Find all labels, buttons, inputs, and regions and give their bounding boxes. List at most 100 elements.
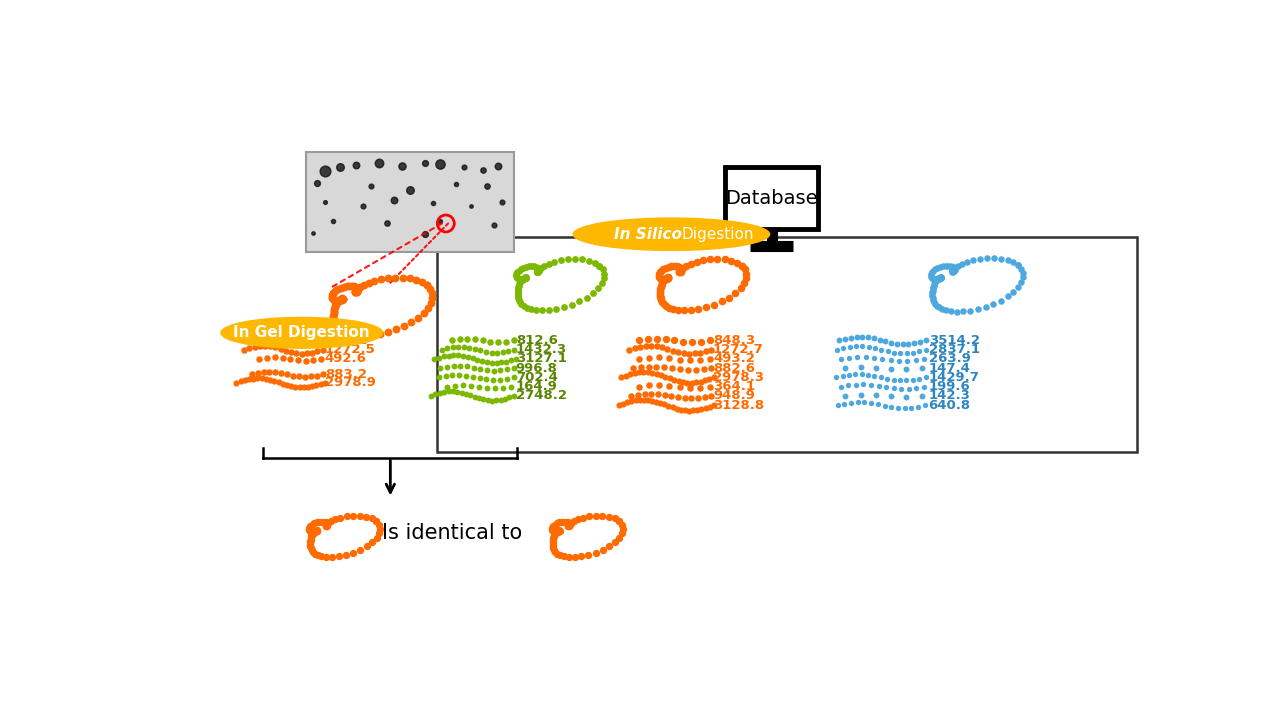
Point: [881, 402, 901, 413]
Point: [694, 364, 714, 375]
Point: [280, 354, 301, 365]
Point: [1007, 259, 1028, 271]
Point: [594, 268, 614, 279]
Point: [349, 544, 370, 556]
Point: [416, 279, 436, 291]
Point: [658, 261, 678, 273]
Point: [659, 380, 680, 392]
Point: [321, 552, 342, 563]
Point: [846, 341, 867, 352]
Point: [704, 372, 724, 383]
Point: [492, 196, 512, 207]
Point: [680, 355, 700, 366]
Point: [650, 369, 671, 381]
Point: [668, 266, 689, 277]
Point: [970, 253, 991, 265]
Point: [668, 304, 689, 315]
Point: [420, 283, 440, 294]
Point: [952, 258, 973, 269]
Point: [851, 369, 872, 380]
Point: [448, 341, 468, 353]
Point: [658, 271, 678, 283]
Point: [507, 289, 527, 300]
Point: [659, 302, 680, 313]
Point: [303, 354, 324, 366]
Point: [591, 278, 612, 289]
Point: [294, 371, 315, 382]
Point: [230, 376, 251, 387]
Point: [481, 395, 502, 406]
Point: [684, 405, 704, 416]
Point: [826, 372, 846, 383]
Point: [247, 367, 268, 379]
Point: [250, 354, 270, 365]
Point: [892, 338, 913, 350]
Point: [508, 285, 529, 297]
Point: [316, 520, 337, 531]
Text: Is identical to: Is identical to: [381, 523, 522, 543]
Point: [671, 263, 691, 274]
Point: [453, 350, 474, 361]
Point: [997, 254, 1018, 266]
Point: [984, 252, 1005, 264]
Point: [621, 395, 641, 407]
Point: [543, 526, 563, 537]
Point: [516, 271, 536, 283]
Point: [434, 387, 454, 398]
Point: [484, 365, 504, 377]
Point: [653, 275, 673, 287]
Point: [681, 392, 701, 404]
Point: [649, 271, 669, 283]
Point: [484, 219, 504, 230]
Point: [477, 356, 498, 368]
Point: [490, 364, 511, 376]
Point: [628, 366, 649, 378]
Point: [641, 388, 662, 400]
Point: [858, 331, 878, 343]
Point: [609, 516, 630, 527]
Point: [915, 372, 936, 383]
Point: [865, 362, 886, 374]
Point: [655, 371, 676, 382]
Point: [227, 377, 247, 389]
Point: [628, 381, 649, 392]
Point: [301, 526, 321, 537]
Point: [527, 266, 548, 277]
Point: [927, 274, 947, 285]
Point: [1012, 271, 1033, 283]
Point: [300, 536, 320, 547]
Point: [445, 179, 466, 190]
Point: [366, 516, 387, 527]
Point: [736, 268, 756, 279]
Point: [346, 286, 366, 297]
Point: [303, 227, 324, 238]
Point: [604, 513, 625, 524]
Point: [671, 266, 691, 277]
Point: [570, 296, 590, 307]
Point: [461, 380, 481, 392]
Point: [845, 369, 865, 380]
Point: [526, 266, 547, 278]
Point: [911, 362, 932, 374]
Point: [527, 262, 548, 274]
Point: [627, 389, 648, 400]
Point: [305, 525, 325, 536]
Point: [472, 355, 493, 366]
Point: [1011, 263, 1032, 274]
Point: [436, 381, 457, 392]
Point: [910, 336, 931, 348]
Point: [846, 379, 867, 390]
Point: [628, 354, 649, 365]
Point: [625, 395, 645, 406]
Point: [456, 388, 476, 400]
Point: [669, 262, 690, 274]
Point: [244, 341, 265, 353]
Point: [923, 265, 943, 276]
Point: [664, 261, 685, 272]
Point: [557, 253, 577, 265]
Point: [948, 260, 969, 271]
Point: [652, 280, 672, 292]
Point: [493, 346, 513, 358]
Point: [527, 266, 548, 278]
Point: [707, 253, 727, 265]
